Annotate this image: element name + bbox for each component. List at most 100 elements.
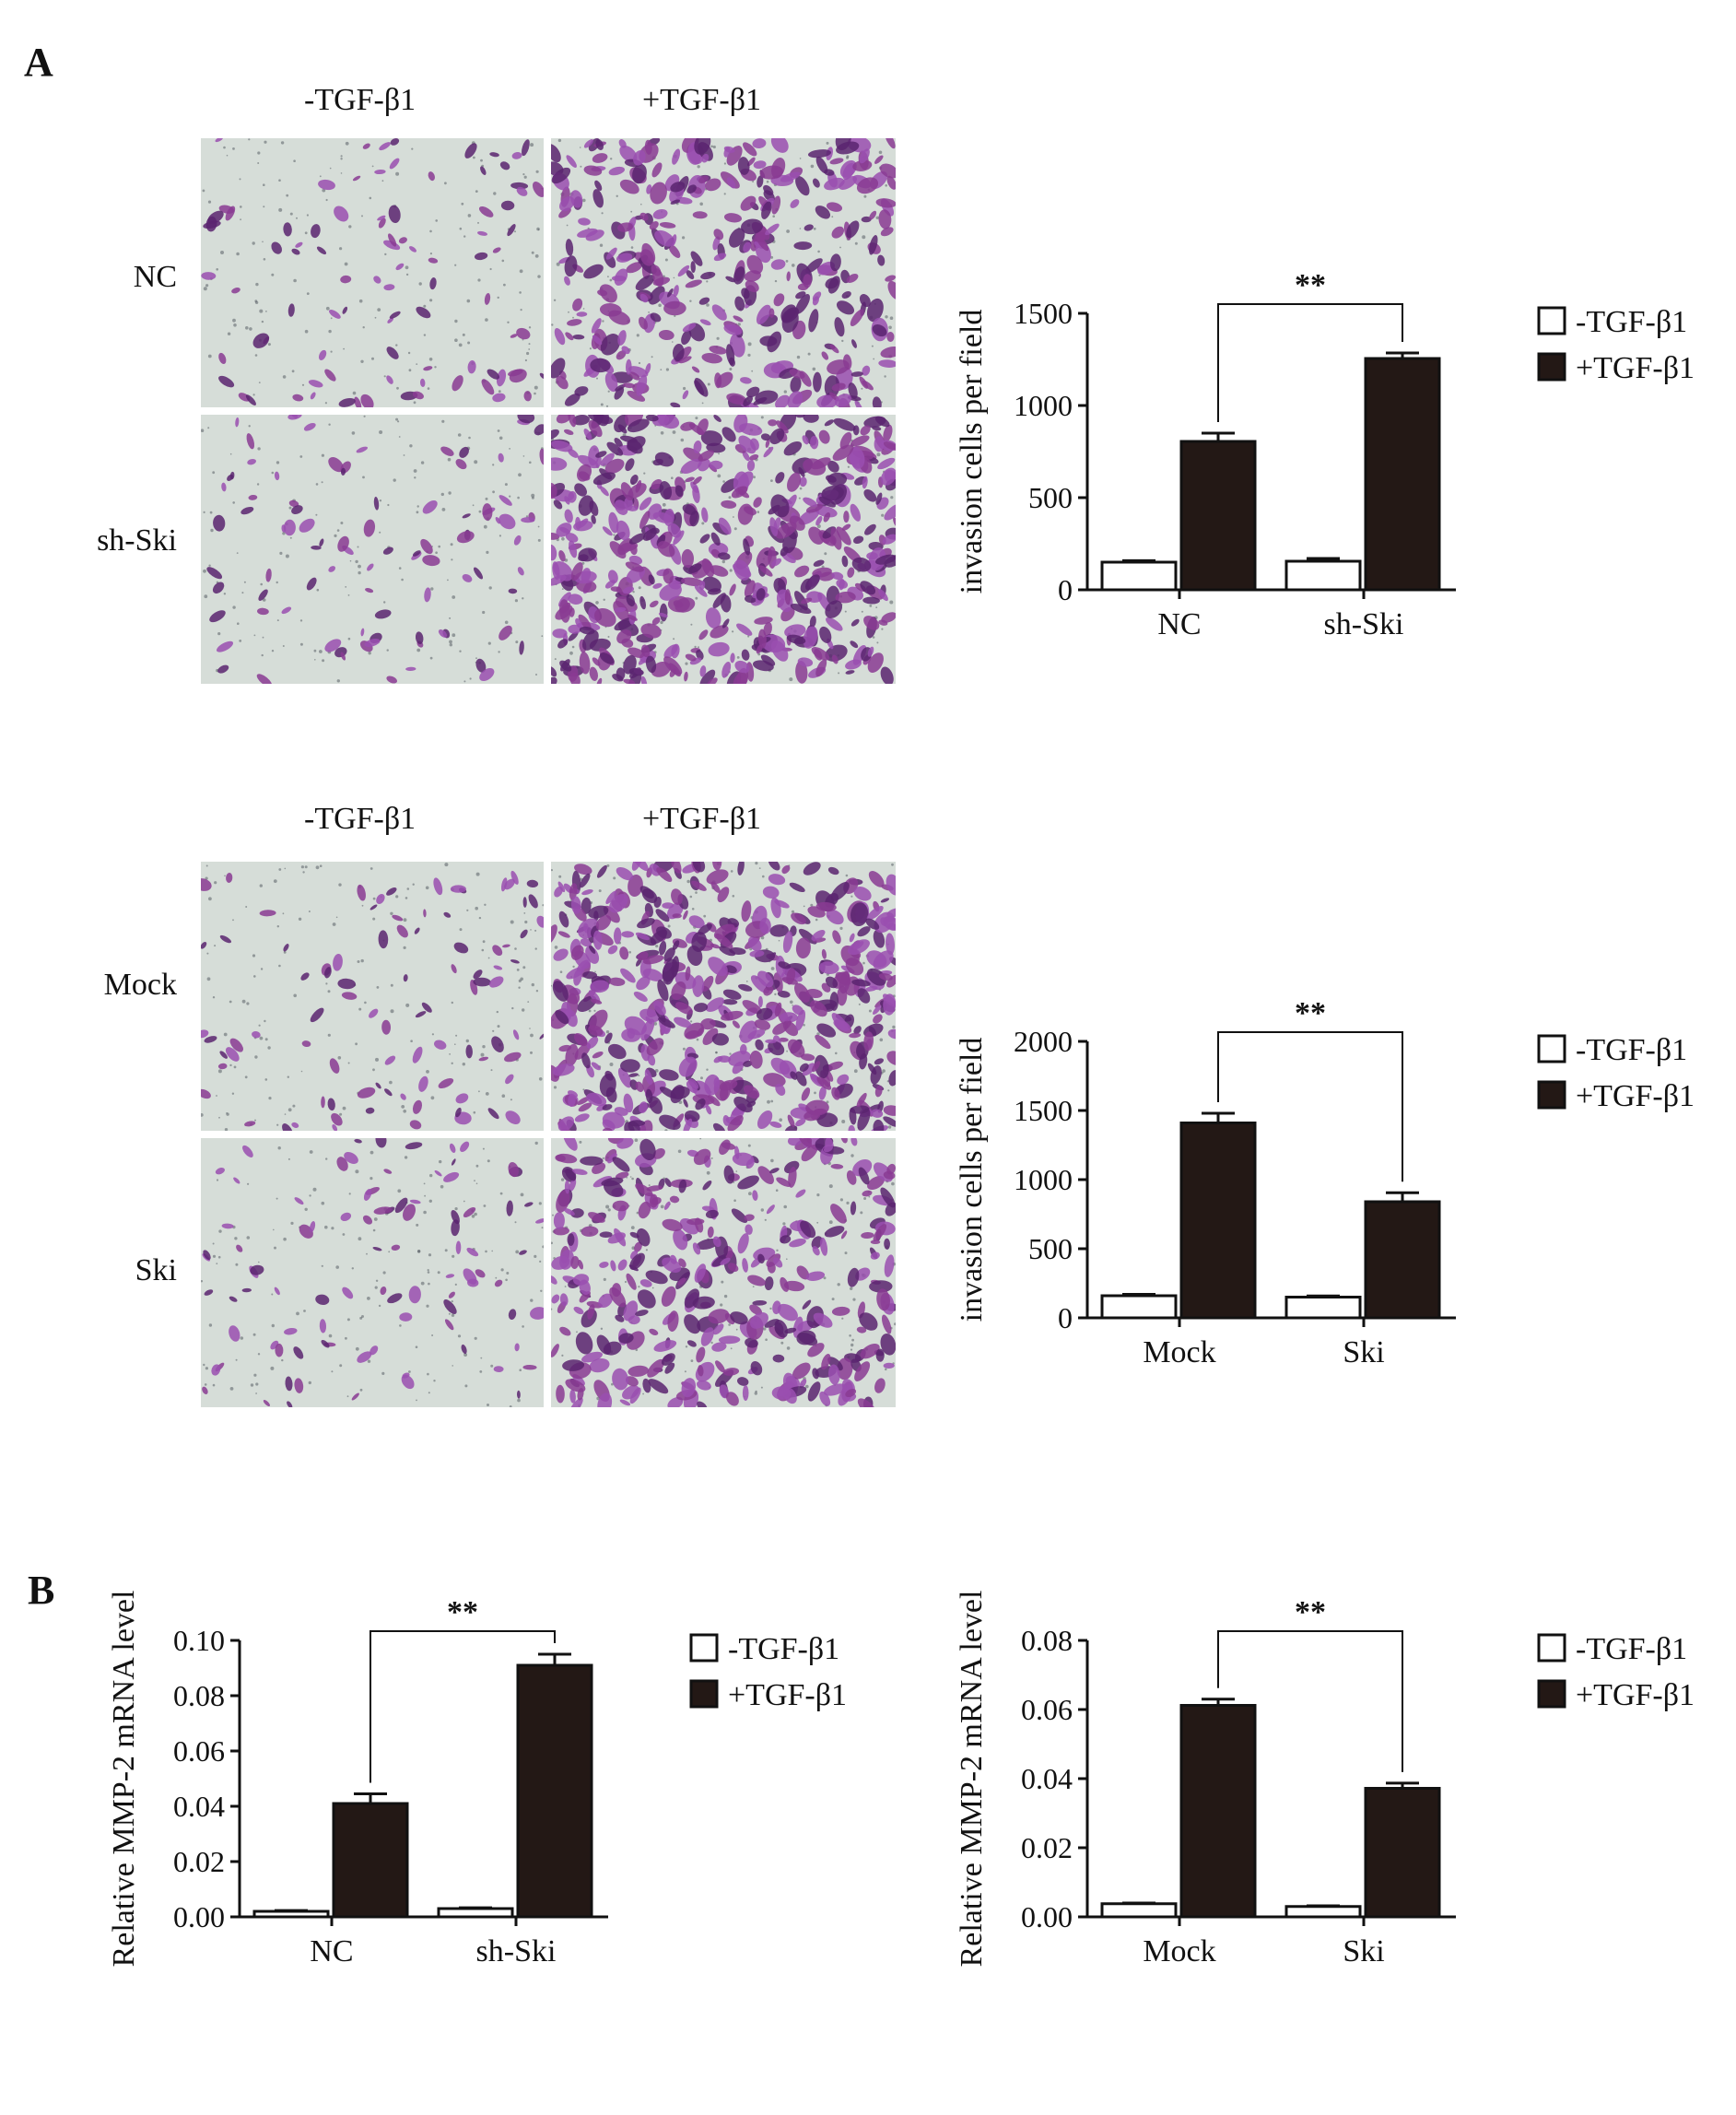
bar [1179, 1704, 1257, 1919]
bar [332, 1802, 409, 1919]
bar [1100, 1902, 1178, 1919]
y-tick-label: 0.02 [1021, 1831, 1073, 1864]
significance-label: ** [1295, 268, 1326, 302]
legend-swatch [1537, 306, 1566, 335]
chart-svg: 0.00 0.02 0.04 0.06 0.08 Relative MMP-2 mRNA … [955, 1591, 1695, 1968]
y-axis-label: Relative MMP-2 mRNA level [107, 1591, 141, 1968]
y-tick-label: 1000 [1014, 389, 1073, 422]
shski-minus-tgf-photo [201, 415, 544, 684]
shski-minus-tgf-photo-image [201, 415, 544, 684]
invasion-chart-nc-shski: 0 500 1000 1500 invasion cells per field NC sh… [949, 268, 1714, 664]
column-header: -TGF-β1 [304, 83, 416, 117]
bar [1364, 1200, 1441, 1320]
y-tick-label: 0.00 [1021, 1900, 1073, 1933]
y-axis-label: invasion cells per field [955, 1038, 989, 1322]
legend-swatch [1537, 1633, 1566, 1663]
legend-label: -TGF-β1 [1576, 305, 1687, 339]
significance-bracket [1217, 1630, 1403, 1772]
significance-bracket [1217, 1031, 1403, 1182]
y-tick-label: 0.04 [1021, 1762, 1073, 1795]
mock-minus-tgf-photo [201, 862, 544, 1131]
y-tick-label: 500 [1028, 1232, 1073, 1265]
legend-swatch [1537, 1679, 1566, 1709]
legend-label: -TGF-β1 [1576, 1033, 1687, 1067]
row-header: Mock [103, 968, 177, 1002]
legend-label: +TGF-β1 [1576, 351, 1695, 385]
bar [516, 1663, 593, 1919]
x-tick-label: Mock [1143, 1335, 1215, 1369]
significance-label: ** [447, 1595, 478, 1629]
x-tick-label: NC [310, 1934, 353, 1968]
row-header: Ski [135, 1253, 177, 1287]
invasion-chart-mock-ski: 0 500 1000 1500 2000 invasion cells per field… [949, 996, 1714, 1392]
legend-swatch [1537, 1034, 1566, 1063]
legend-label: -TGF-β1 [1576, 1632, 1687, 1666]
nc-minus-tgf-photo [201, 138, 544, 407]
mmp2-chart-mock-ski: 0.00 0.02 0.04 0.06 0.08 Relative MMP-2 mRNA … [949, 1591, 1714, 1991]
legend-label: -TGF-β1 [728, 1632, 839, 1666]
chart-svg: 0 500 1000 1500 invasion cells per field NC sh… [955, 268, 1695, 641]
y-tick-label: 0.06 [173, 1734, 225, 1768]
bar [1179, 1122, 1257, 1320]
mock-plus-tgf-photo [551, 862, 896, 1131]
bar [1364, 357, 1441, 592]
significance-bracket [1217, 303, 1403, 422]
row-header: NC [133, 260, 177, 294]
y-axis-label: invasion cells per field [955, 310, 989, 594]
bar [1100, 560, 1178, 592]
shski-plus-tgf-photo [551, 415, 896, 684]
column-header: +TGF-β1 [642, 802, 762, 836]
y-tick-label: 2000 [1014, 1025, 1073, 1058]
y-tick-label: 0.08 [173, 1679, 225, 1712]
y-axis-label: Relative MMP-2 mRNA level [955, 1591, 989, 1968]
bar [252, 1909, 330, 1919]
bar [437, 1907, 514, 1919]
mock-minus-tgf-photo-image [201, 862, 544, 1131]
y-tick-label: 0.04 [173, 1790, 225, 1823]
bar [1284, 1905, 1362, 1919]
x-tick-label: sh-Ski [1324, 607, 1404, 641]
significance-bracket [369, 1630, 556, 1783]
y-tick-label: 1500 [1014, 297, 1073, 330]
y-tick-label: 0.10 [173, 1624, 225, 1657]
column-header: +TGF-β1 [642, 83, 762, 117]
legend-swatch [1537, 352, 1566, 382]
y-tick-label: 1500 [1014, 1094, 1073, 1127]
y-tick-label: 0.00 [173, 1900, 225, 1933]
y-tick-label: 0.06 [1021, 1693, 1073, 1726]
ski-minus-tgf-photo-image [201, 1138, 544, 1407]
legend-label: +TGF-β1 [1576, 1678, 1695, 1712]
y-tick-label: 0 [1058, 573, 1073, 606]
x-tick-label: NC [1157, 607, 1201, 641]
legend-swatch [689, 1633, 719, 1663]
ski-minus-tgf-photo [201, 1138, 544, 1407]
nc-plus-tgf-photo-image [551, 138, 896, 407]
y-tick-label: 500 [1028, 481, 1073, 514]
legend-swatch [689, 1679, 719, 1709]
panel-label-a: A [24, 40, 53, 85]
row-header: sh-Ski [97, 523, 177, 558]
legend-swatch [1537, 1080, 1566, 1110]
bar [1284, 1296, 1362, 1320]
x-tick-label: sh-Ski [476, 1934, 557, 1968]
significance-label: ** [1295, 996, 1326, 1030]
bar [1100, 1294, 1178, 1320]
y-tick-label: 1000 [1014, 1163, 1073, 1196]
legend-label: +TGF-β1 [728, 1678, 847, 1712]
chart-svg: 0.00 0.02 0.04 0.06 0.08 0.10 Relative MMP-2 m… [107, 1591, 847, 1968]
bar [1364, 1787, 1441, 1919]
y-tick-label: 0.02 [173, 1845, 225, 1878]
mmp2-chart-nc-shski: 0.00 0.02 0.04 0.06 0.08 0.10 Relative MMP-2 m… [101, 1591, 866, 1991]
y-tick-label: 0.08 [1021, 1624, 1073, 1657]
bar [1179, 440, 1257, 592]
legend-label: +TGF-β1 [1576, 1079, 1695, 1113]
y-tick-label: 0 [1058, 1301, 1073, 1334]
x-tick-label: Ski [1343, 1335, 1384, 1369]
x-tick-label: Mock [1143, 1934, 1215, 1968]
shski-plus-tgf-photo-image [551, 415, 896, 684]
significance-label: ** [1295, 1595, 1326, 1629]
bar [1284, 559, 1362, 592]
nc-plus-tgf-photo [551, 138, 896, 407]
x-tick-label: Ski [1343, 1934, 1384, 1968]
